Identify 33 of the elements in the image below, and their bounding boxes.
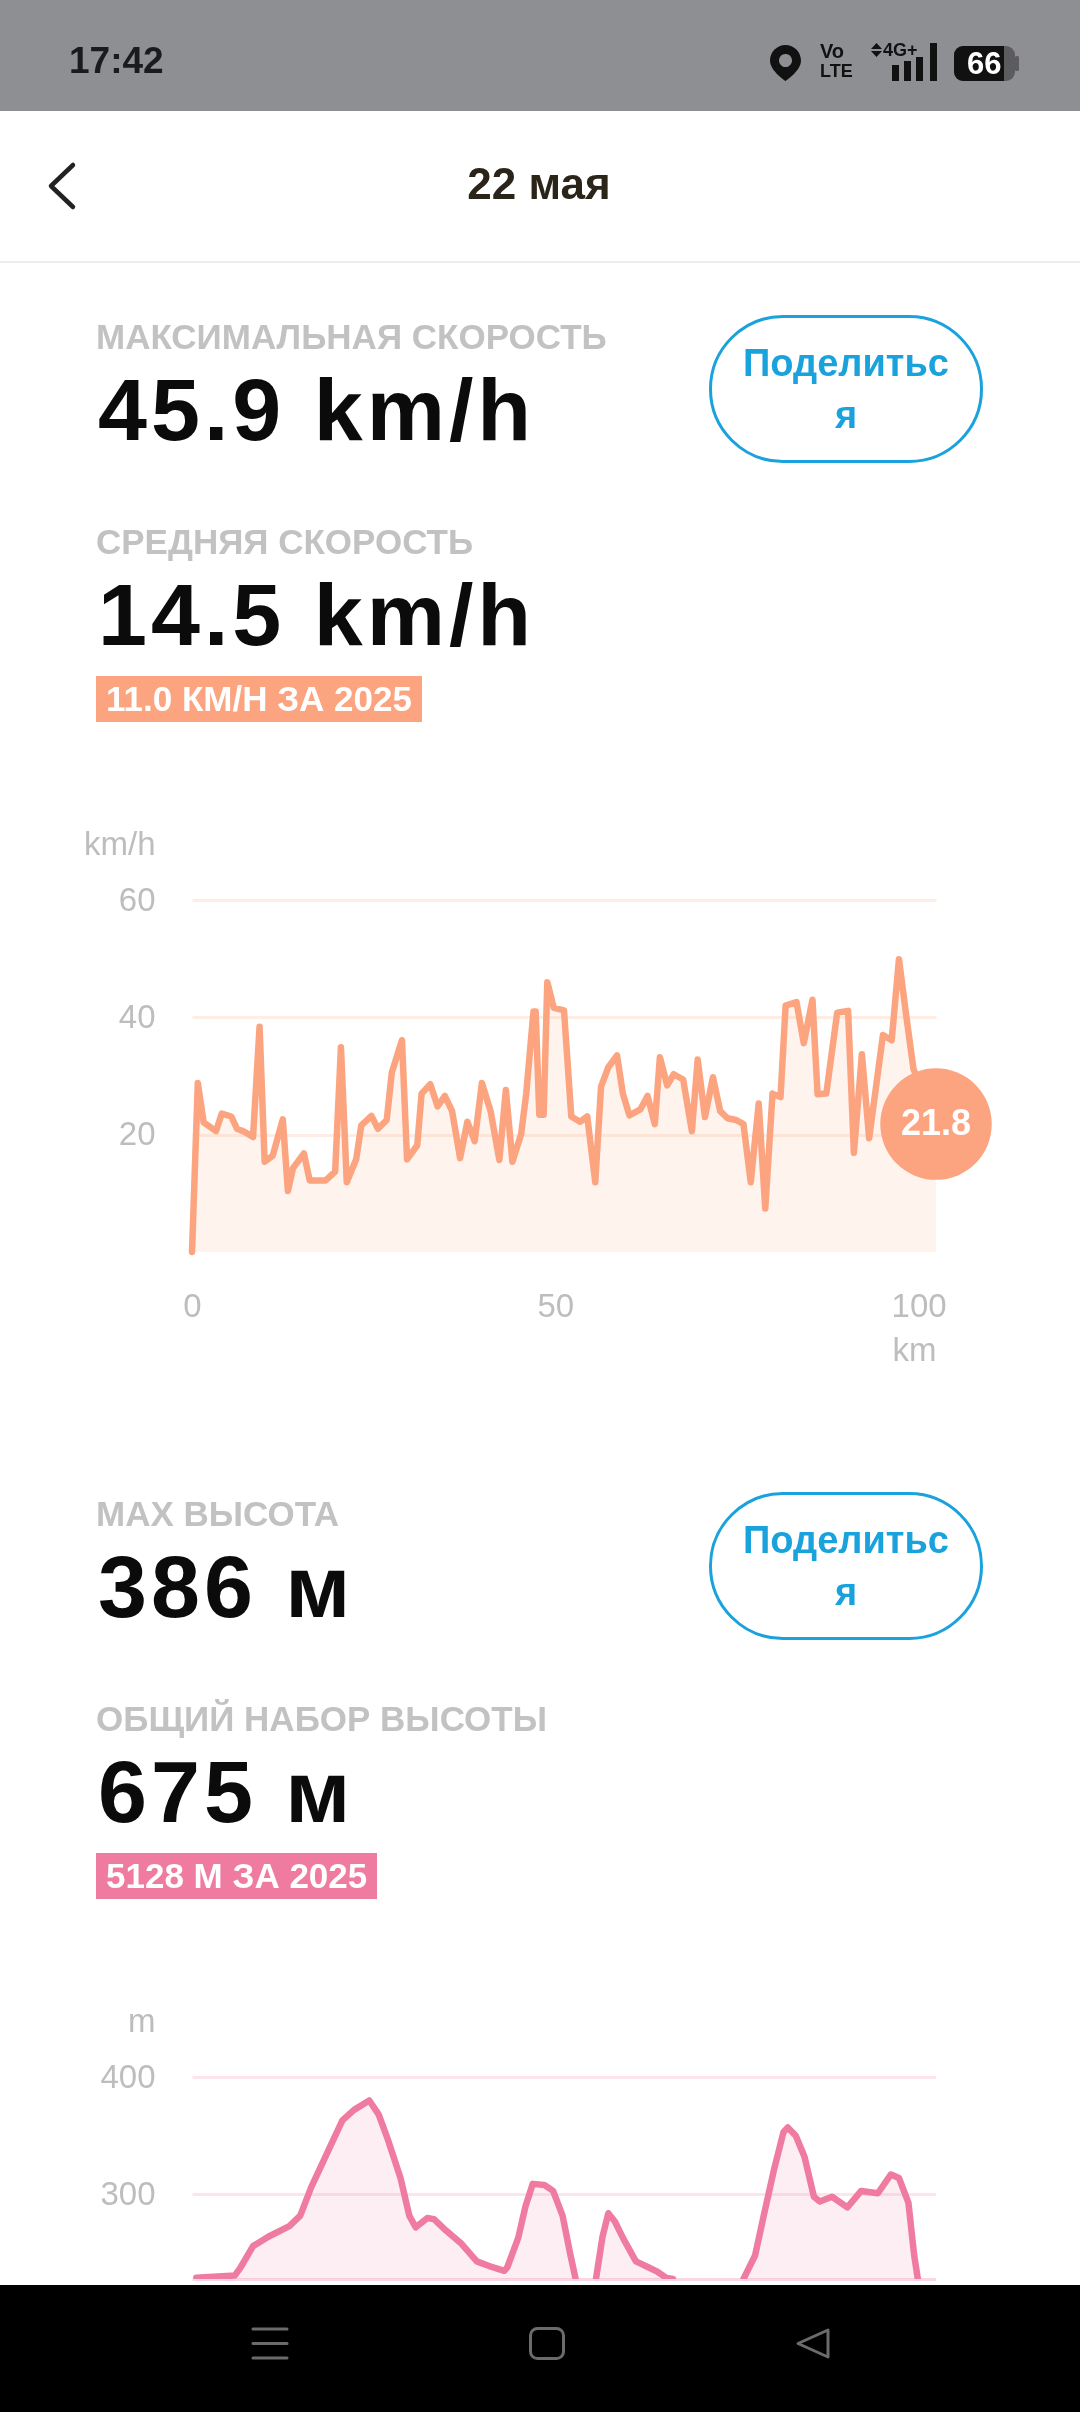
text: 11.0 КМ/Н ЗА 2025 — [96, 676, 422, 722]
square-icon[interactable] — [529, 2327, 565, 2360]
annotation: 21.8 — [900, 1102, 972, 1144]
text: Vo — [820, 40, 845, 63]
text: 66 — [967, 45, 1002, 81]
text: 4G+ — [883, 39, 918, 60]
y-tick-label: 20 — [118, 1115, 156, 1153]
text: 386 м — [98, 1536, 355, 1636]
text: 14.5 km/h — [98, 564, 536, 664]
text: MAX ВЫСОТА — [96, 1494, 340, 1534]
x-tick-label: 0 — [183, 1286, 202, 1324]
y-axis-title: km/h — [83, 824, 156, 862]
y-tick-label: 60 — [118, 880, 156, 918]
text: 22 мая — [467, 159, 611, 209]
x-tick-label: 100 — [891, 1286, 947, 1324]
x-tick-label: 50 — [537, 1286, 575, 1324]
share-button[interactable]: Поделиться — [709, 1492, 983, 1640]
menu-icon[interactable] — [252, 2327, 288, 2360]
share-button[interactable]: Поделиться — [709, 315, 983, 463]
text: ОБЩИЙ НАБОР ВЫСОТЫ — [96, 1699, 547, 1739]
text: 675 м — [98, 1741, 355, 1841]
back-icon[interactable] — [47, 162, 76, 210]
y-axis-title: m — [128, 2001, 156, 2039]
text: 5128 М ЗА 2025 — [96, 1853, 378, 1899]
text: МАКСИМАЛЬНАЯ СКОРОСТЬ — [96, 317, 607, 357]
text: LTE — [820, 60, 853, 81]
text: 45.9 km/h — [98, 359, 536, 459]
text: 17:42 — [69, 40, 164, 82]
x-axis-title: km — [892, 1330, 937, 1368]
y-tick-label: 40 — [118, 997, 156, 1035]
text: СРЕДНЯЯ СКОРОСТЬ — [96, 522, 474, 562]
y-tick-label: 300 — [100, 2174, 156, 2212]
y-tick-label: 400 — [100, 2057, 156, 2095]
